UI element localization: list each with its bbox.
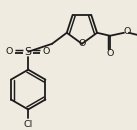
Text: S: S [25, 47, 32, 57]
Text: O: O [78, 39, 86, 48]
Text: Cl: Cl [24, 120, 33, 129]
Text: O: O [6, 47, 13, 56]
Text: O: O [106, 49, 114, 58]
Text: O: O [42, 47, 50, 56]
Text: O: O [123, 27, 131, 36]
